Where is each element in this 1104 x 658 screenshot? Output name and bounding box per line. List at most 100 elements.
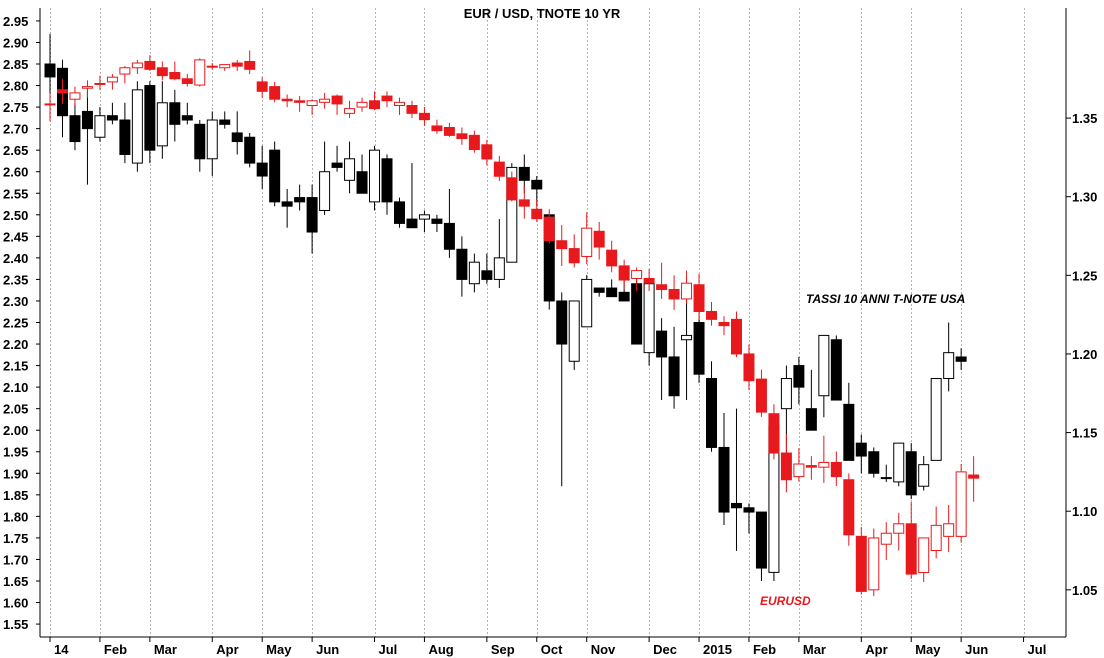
tnote-candles [44,33,967,581]
tnote-body [730,502,742,509]
eurusd-candle [119,66,131,84]
eurusd-candle [418,107,430,126]
eurusd-body [531,208,543,220]
tnote-candle [581,275,593,328]
right-axis-ticks: 1.35 1.30 1.25 1.20 1.15 1.10 1.05 [1066,111,1097,598]
eurusd-body [256,81,268,92]
eurusd-candle [730,311,742,358]
tnote-body [918,464,930,487]
eurusd-body [56,89,68,94]
eurusd-candle [381,91,393,108]
eurusd-candle [94,75,106,90]
left-tick-label: 2.50 [3,208,28,223]
eurusd-annotation: EURUSD [760,594,811,608]
tnote-body [556,300,568,345]
eurusd-candle [693,273,705,320]
left-tick-label: 1.90 [3,466,28,481]
eurusd-body [156,67,168,77]
eurusd-body [681,282,693,300]
tnote-candle [818,334,830,418]
left-tick-label: 2.25 [3,316,28,331]
left-tick-label: 2.10 [3,380,28,395]
eurusd-body [606,249,618,267]
tnote-body [581,278,593,328]
tnote-candle [943,322,955,392]
eurusd-body [418,112,430,121]
tnote-body [668,356,680,397]
tnote-candle [793,356,805,405]
eurusd-body [431,125,443,132]
eurusd-body [706,310,718,320]
eurusd-candle [930,506,942,559]
eurusd-candle [880,522,892,560]
eurusd-candle [344,100,356,119]
eurusd-body [905,523,917,575]
tnote-annotation: TASSI 10 ANNI T-NOTE USA [806,292,965,306]
eurusd-body [656,284,668,290]
eurusd-body [631,270,643,279]
tnote-candle [306,184,318,254]
tnote-body [418,214,430,220]
eurusd-body [281,98,293,102]
tnote-candle [456,236,468,297]
eurusd-candle [618,259,630,290]
eurusd-body [456,133,468,140]
tnote-candle [356,154,368,194]
eurusd-candle [181,74,193,87]
x-tick-label: Jul [1028,642,1047,657]
tnote-body [955,356,967,362]
x-tick-label: Nov [591,642,616,657]
left-tick-label: 1.55 [3,617,28,632]
eurusd-body [344,108,356,114]
tnote-candle [319,141,331,215]
left-tick-label: 2.60 [3,165,28,180]
eurusd-candle [356,97,368,112]
tnote-body [306,197,318,233]
tnote-candle [294,184,306,211]
eurusd-candle [918,537,930,582]
eurusd-body [918,537,930,574]
tnote-body [431,218,443,224]
eurusd-candle [531,199,543,222]
eurusd-body [106,76,118,83]
eurusd-body [556,240,568,250]
x-axis-ticks: 14 Feb Mar Apr May Jun Jul Aug Sep Oct Nov Dec 2015 F… [49,637,1047,657]
eurusd-body [793,463,805,478]
eurusd-body [219,64,231,69]
tnote-candle [830,335,842,401]
left-tick-label: 1.65 [3,574,28,589]
eurusd-candle [818,435,830,483]
tnote-candle [156,81,168,159]
left-tick-label: 2.45 [3,229,28,244]
eurusd-candle [256,77,268,98]
eurusd-body [306,100,318,106]
tnote-body [443,222,455,250]
eurusd-candle [606,240,618,273]
x-tick-label: Apr [216,642,238,657]
tnote-body [156,102,168,147]
tnote-candle [693,313,705,383]
eurusd-body [269,86,281,100]
eurusd-body [406,104,418,114]
tnote-body [593,287,605,293]
eurusd-candle [755,369,767,417]
tnote-candle [481,253,493,284]
eurusd-candle [468,130,480,153]
eurusd-candle [593,221,605,260]
left-tick-label: 2.55 [3,186,28,201]
tnote-candle [169,89,181,142]
x-tick-label: 14 [54,642,69,657]
eurusd-body [443,127,455,136]
x-tick-label: Jul [379,642,398,657]
x-tick-label: May [915,642,941,657]
tnote-candle [468,253,480,293]
eurusd-body [868,537,880,591]
eurusd-candle [568,234,580,268]
eurusd-body [244,60,256,70]
eurusd-body [730,318,742,355]
eurusd-body [131,62,143,69]
eurusd-body [69,92,81,100]
right-tick-label: 1.30 [1072,190,1097,205]
x-tick-label: Oct [541,642,563,657]
